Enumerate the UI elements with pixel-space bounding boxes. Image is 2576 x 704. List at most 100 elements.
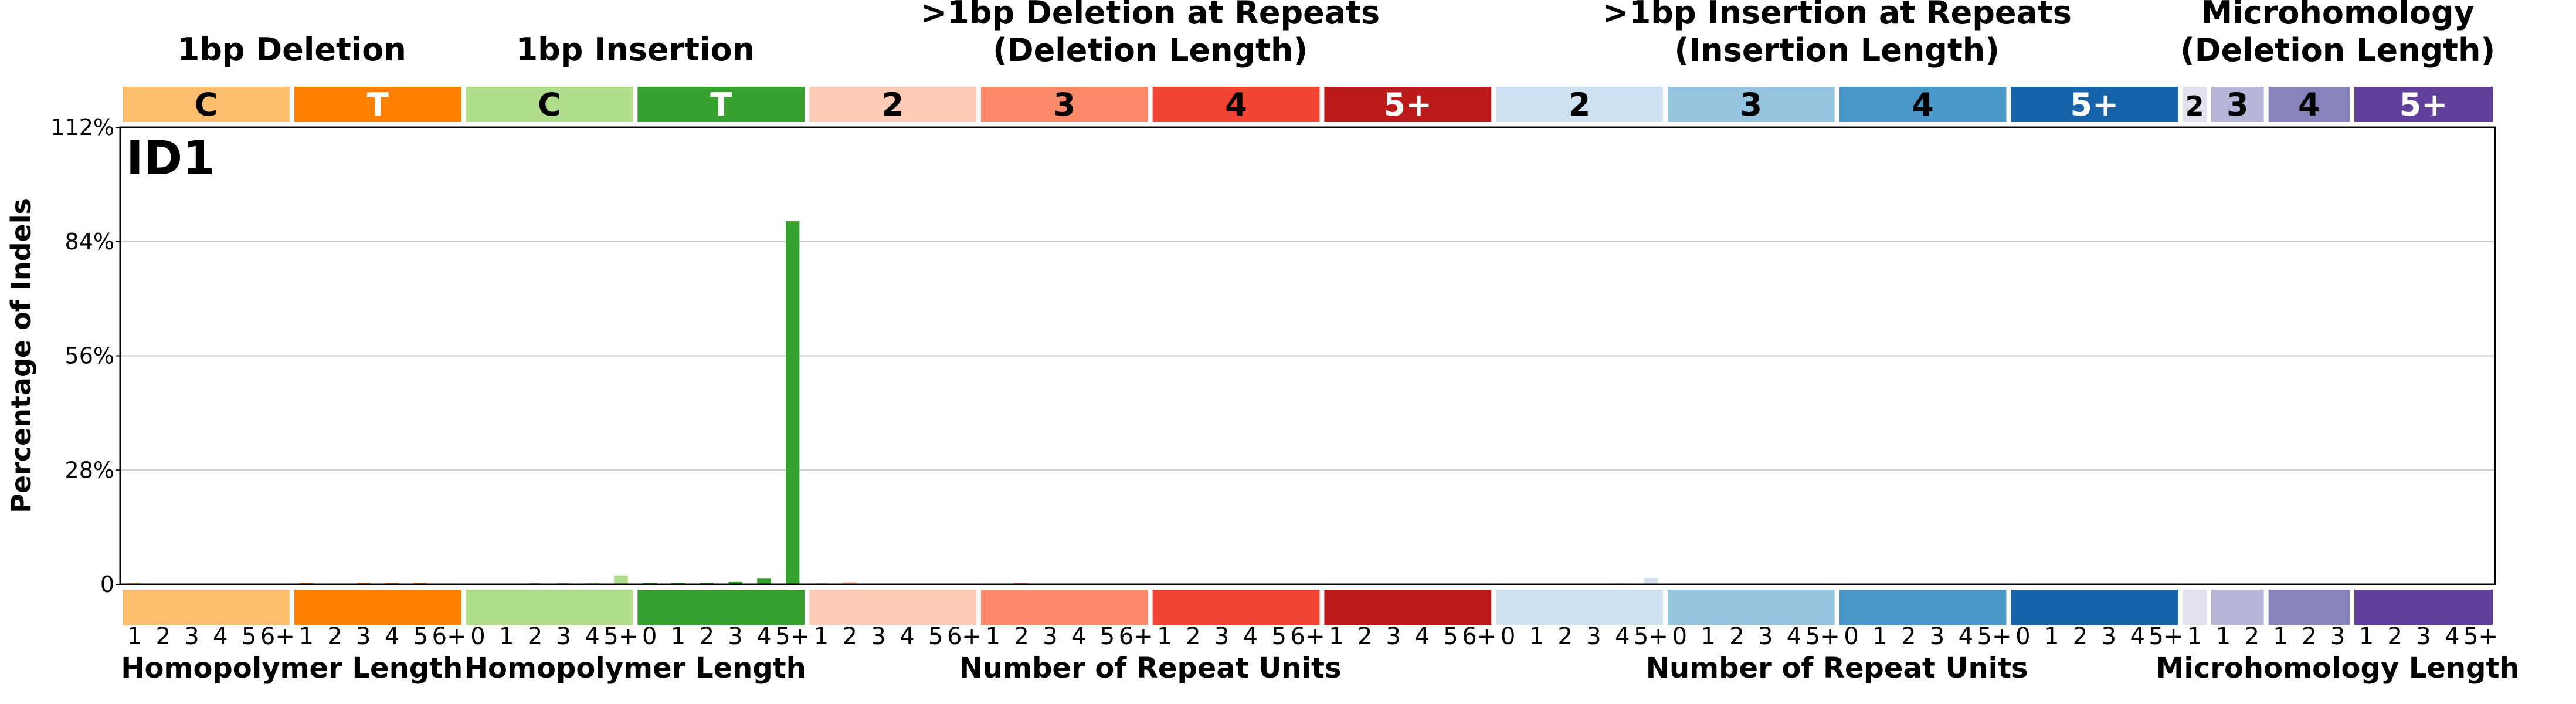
category-strip-top — [2268, 87, 2350, 122]
x-tick-label: 1 — [127, 623, 142, 650]
x-tick-label: 4 — [900, 623, 914, 650]
x-tick-label: 1 — [298, 623, 313, 650]
category-strip-bottom — [637, 590, 805, 625]
bar — [1644, 578, 1658, 584]
group-header: 1bp Deletion — [178, 31, 406, 68]
y-tick-label: 84% — [65, 229, 114, 255]
x-tick-label: 1 — [499, 623, 514, 650]
category-strip-top — [466, 87, 633, 122]
category-strip-bottom — [1324, 590, 1492, 625]
x-tick-label: 2 — [2302, 623, 2316, 650]
x-tick-label: 3 — [184, 623, 199, 650]
x-tick-label: 5 — [413, 623, 428, 650]
category-label: 5+ — [2070, 86, 2119, 123]
x-tick-label: 2 — [1557, 623, 1572, 650]
x-tick-label: 1 — [2273, 623, 2287, 650]
x-tick-label: 1 — [2044, 623, 2059, 650]
x-tick-label: 5+ — [775, 623, 810, 650]
x-tick-label: 3 — [1930, 623, 1944, 650]
category-strip-top — [637, 87, 805, 122]
category-strip-bottom — [809, 590, 976, 625]
y-tick-label: 56% — [65, 343, 114, 369]
x-tick-label: 2 — [1357, 623, 1372, 650]
category-strip-top — [2183, 87, 2207, 122]
x-tick-label: 1 — [986, 623, 1000, 650]
category-label: 4 — [1225, 86, 1247, 123]
category-strip-bottom — [2211, 590, 2264, 625]
x-tick-label: 3 — [356, 623, 371, 650]
x-tick-label: 1 — [2187, 623, 2202, 650]
bar — [843, 581, 857, 584]
category-label: 4 — [1912, 86, 1934, 123]
x-tick-label: 1 — [2216, 623, 2231, 650]
x-tick-label: 3 — [1758, 623, 1773, 650]
y-tick-label: 28% — [65, 457, 114, 483]
x-tick-label: 2 — [1729, 623, 1744, 650]
bar — [785, 221, 800, 584]
x-tick-label: 2 — [1014, 623, 1029, 650]
category-strip-bottom — [1152, 590, 1320, 625]
x-tick-label: 4 — [1414, 623, 1429, 650]
x-tick-label: 3 — [2416, 623, 2431, 650]
category-strip-bottom — [980, 590, 1148, 625]
x-tick-label: 4 — [2445, 623, 2459, 650]
category-label: 3 — [2227, 86, 2249, 123]
group-header: >1bp Deletion at Repeats — [921, 0, 1380, 31]
category-strip-top — [123, 87, 290, 122]
x-tick-label: 1 — [1329, 623, 1343, 650]
x-tick-label: 3 — [1586, 623, 1601, 650]
x-tick-label: 0 — [642, 623, 657, 650]
x-tick-label: 3 — [1214, 623, 1229, 650]
x-tick-label: 5+ — [1977, 623, 2012, 650]
x-tick-label: 5+ — [2149, 623, 2183, 650]
category-label: 2 — [882, 86, 904, 123]
category-label: 5+ — [2399, 86, 2448, 123]
group-header: (Deletion Length) — [993, 32, 1308, 69]
x-tick-label: 0 — [1501, 623, 1515, 650]
group-header: >1bp Insertion at Repeats — [1602, 0, 2071, 31]
x-tick-label: 3 — [2102, 623, 2116, 650]
x-tick-label: 4 — [1243, 623, 1258, 650]
x-tick-label: 3 — [1043, 623, 1057, 650]
category-strip-bottom — [2354, 590, 2493, 625]
category-strip-bottom — [123, 590, 290, 625]
y-tick-label: 0 — [100, 571, 114, 597]
x-tick-label: 5 — [928, 623, 943, 650]
x-tick-label: 5+ — [603, 623, 638, 650]
category-strip-top — [2011, 87, 2178, 122]
x-tick-label: 5 — [1100, 623, 1115, 650]
group-xlabel: Homopolymer Length — [121, 652, 463, 685]
group-xlabel: Microhomology Length — [2156, 652, 2520, 685]
x-tick-label: 2 — [1901, 623, 1916, 650]
category-label: C — [538, 86, 561, 123]
x-tick-label: 6+ — [1462, 623, 1496, 650]
category-strip-bottom — [2011, 590, 2178, 625]
bar — [757, 578, 771, 584]
x-tick-label: 5 — [1271, 623, 1286, 650]
x-tick-label: 0 — [1672, 623, 1687, 650]
x-tick-label: 0 — [1844, 623, 1858, 650]
category-label: 5+ — [1383, 86, 1432, 123]
x-tick-label: 1 — [1872, 623, 1887, 650]
x-tick-label: 4 — [1615, 623, 1630, 650]
category-strip-top — [1496, 87, 1663, 122]
y-tick-label: 112% — [50, 114, 114, 140]
bar — [728, 581, 742, 584]
x-tick-label: 5+ — [2463, 623, 2498, 650]
category-strip-top — [980, 87, 1148, 122]
chart-title: ID1 — [126, 131, 215, 185]
x-tick-label: 4 — [585, 623, 599, 650]
y-axis-label: Percentage of Indels — [5, 198, 37, 513]
x-tick-label: 2 — [2245, 623, 2259, 650]
category-strip-bottom — [294, 590, 461, 625]
x-tick-label: 6+ — [432, 623, 467, 650]
group-header: (Insertion Length) — [1675, 32, 2000, 69]
x-tick-label: 1 — [671, 623, 685, 650]
x-tick-label: 0 — [470, 623, 485, 650]
x-tick-label: 0 — [2015, 623, 2030, 650]
x-tick-label: 6+ — [260, 623, 295, 650]
x-tick-label: 4 — [1071, 623, 1086, 650]
x-tick-label: 4 — [756, 623, 771, 650]
x-tick-label: 6+ — [1119, 623, 1153, 650]
group-header: (Deletion Length) — [2180, 32, 2495, 69]
